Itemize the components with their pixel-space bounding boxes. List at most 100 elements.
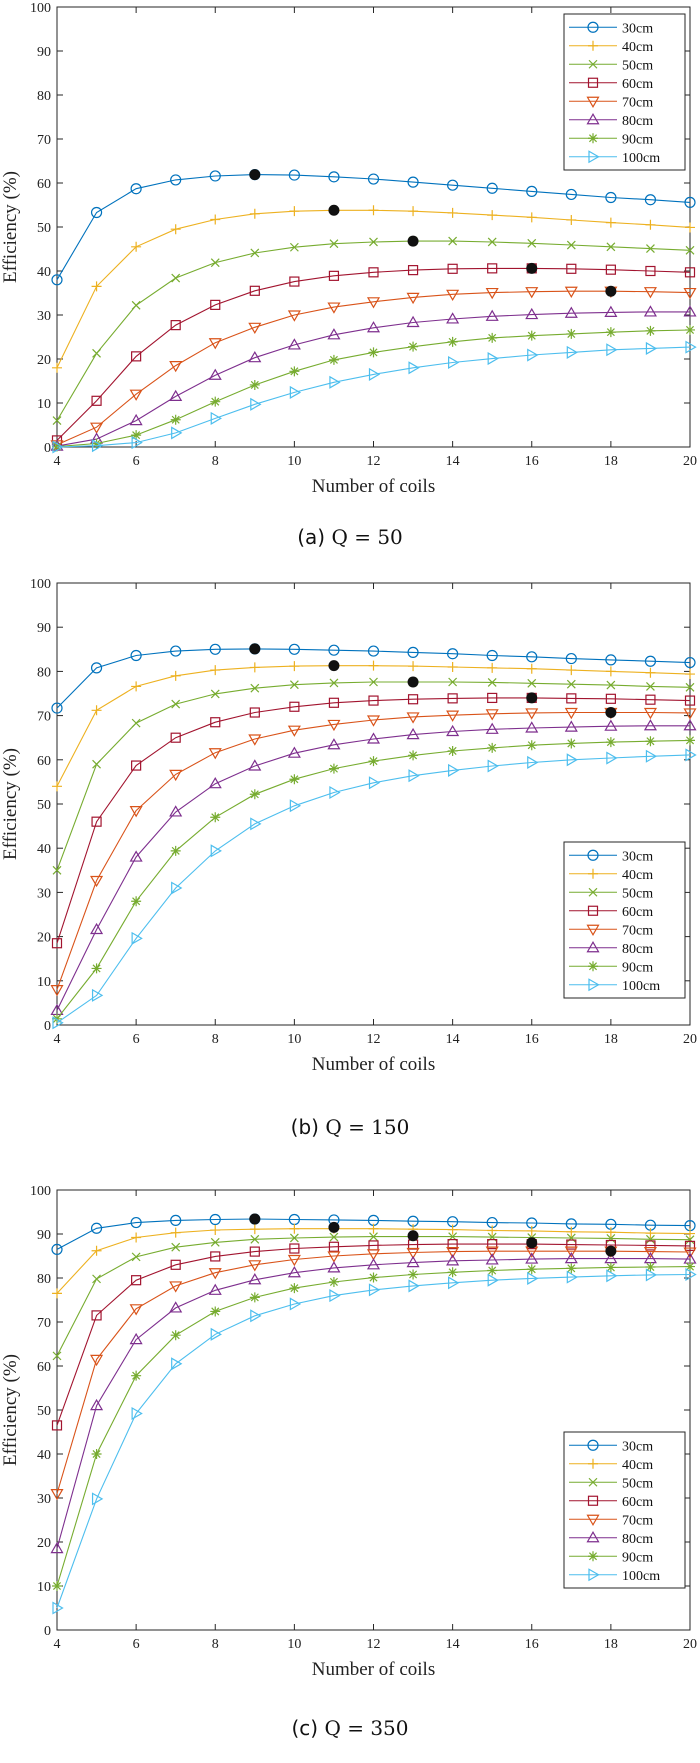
series-40cm xyxy=(52,205,695,373)
data-point xyxy=(368,756,379,767)
panel-a: 4 6 8 10 12 14 16 18 20 0 10 20 30 40 50 60 70 80 90 100 Num… xyxy=(0,0,700,570)
y-tick-label: 60 xyxy=(37,754,51,769)
data-point xyxy=(605,191,617,204)
data-point xyxy=(210,299,221,310)
data-point xyxy=(446,1254,460,1266)
y-tick-label: 50 xyxy=(37,798,51,813)
data-point xyxy=(685,340,697,354)
data-point xyxy=(170,670,181,681)
data-point xyxy=(605,693,616,704)
legend-marker xyxy=(587,21,599,33)
data-point xyxy=(683,287,697,300)
series-line-70cm xyxy=(56,1250,691,1494)
legend: 30cm 40cm 50cm 60cm 70cm 80cm 90cm 100cm xyxy=(563,841,686,999)
data-point xyxy=(289,680,299,690)
data-point xyxy=(250,1309,262,1323)
data-point xyxy=(447,1239,458,1250)
data-point xyxy=(684,196,696,208)
data-point xyxy=(368,1272,379,1283)
series-90cm xyxy=(52,1261,695,1591)
series-line-100cm xyxy=(56,1273,691,1609)
data-point xyxy=(171,273,181,283)
data-point xyxy=(685,1261,695,1272)
data-point xyxy=(367,645,380,657)
data-point xyxy=(408,361,420,375)
data-point xyxy=(408,206,419,217)
data-point xyxy=(566,1263,577,1274)
data-point xyxy=(526,212,537,223)
data-point xyxy=(487,1225,498,1236)
data-point xyxy=(248,350,262,363)
legend-marker xyxy=(588,1551,598,1562)
legend-label: 50cm xyxy=(622,1476,653,1491)
data-point xyxy=(645,667,656,678)
legend-marker xyxy=(588,1458,598,1469)
data-point xyxy=(645,1240,656,1251)
optimum-point xyxy=(526,692,538,704)
data-point xyxy=(131,300,141,310)
y-tick-label: 70 xyxy=(37,710,51,725)
legend-label: 40cm xyxy=(622,868,653,883)
data-point xyxy=(131,241,142,252)
legend-label: 30cm xyxy=(622,1439,653,1454)
legend-label: 70cm xyxy=(622,95,653,110)
data-point xyxy=(248,734,262,746)
legend-label: 40cm xyxy=(622,1458,653,1473)
caption-a-prefix: (a) xyxy=(297,525,326,549)
data-point xyxy=(446,312,460,324)
caption-a-math: Q = 50 xyxy=(331,525,403,549)
series-line-50cm xyxy=(56,1236,691,1357)
optimum-point xyxy=(605,707,617,719)
x-tick-label: 4 xyxy=(54,1637,61,1652)
data-point xyxy=(525,287,539,299)
data-point xyxy=(565,188,577,201)
y-tick-label: 30 xyxy=(37,886,51,901)
data-point xyxy=(327,1261,341,1273)
y-tick-label: 70 xyxy=(37,1316,51,1331)
series-line-80cm xyxy=(56,311,690,447)
data-point xyxy=(91,281,102,292)
data-point xyxy=(368,660,379,671)
data-point xyxy=(646,1234,655,1244)
data-point xyxy=(91,705,102,716)
data-point xyxy=(210,258,220,268)
data-point xyxy=(643,1247,657,1259)
data-point xyxy=(250,1234,260,1244)
chart-b: 4 6 8 10 12 14 16 18 20 0 10 20 30 40 50 60 70 80 90 100 Num… xyxy=(0,577,697,1075)
data-point xyxy=(90,1398,104,1411)
y-tick-label: 70 xyxy=(37,133,51,148)
y-axis-label: Efficiency (%) xyxy=(0,1354,21,1466)
data-point xyxy=(131,1232,142,1243)
series-line-30cm xyxy=(56,648,691,709)
y-tick-label: 0 xyxy=(44,1019,51,1034)
data-point xyxy=(604,305,618,317)
legend-marker xyxy=(586,1514,600,1526)
data-point xyxy=(685,245,695,255)
data-point xyxy=(368,1283,381,1297)
data-point xyxy=(527,348,539,362)
data-point xyxy=(526,740,537,751)
data-point xyxy=(485,287,499,300)
legend-label: 100cm xyxy=(622,1569,660,1584)
optimum-point xyxy=(328,660,340,672)
data-point xyxy=(52,440,64,454)
data-point xyxy=(605,737,616,748)
data-point xyxy=(448,1276,460,1290)
data-point xyxy=(249,662,260,673)
optimum-point xyxy=(605,285,617,297)
data-point xyxy=(447,1224,458,1235)
data-point xyxy=(130,1216,142,1229)
series-80cm xyxy=(50,1251,697,1554)
data-point xyxy=(289,1297,302,1311)
data-point xyxy=(407,265,419,276)
series-70cm xyxy=(50,286,697,452)
data-point xyxy=(448,355,460,370)
y-tick-label: 100 xyxy=(30,577,51,592)
data-point xyxy=(170,174,182,186)
panel-c: 4 6 8 10 12 14 16 18 20 0 10 20 30 40 50 60 70 80 90 100 Num… xyxy=(0,1160,700,1760)
data-point xyxy=(170,1227,181,1238)
data-point xyxy=(131,430,142,441)
y-axis-label: Efficiency (%) xyxy=(0,171,21,283)
caption-c-prefix: (c) xyxy=(291,1716,319,1740)
data-point xyxy=(368,347,379,358)
